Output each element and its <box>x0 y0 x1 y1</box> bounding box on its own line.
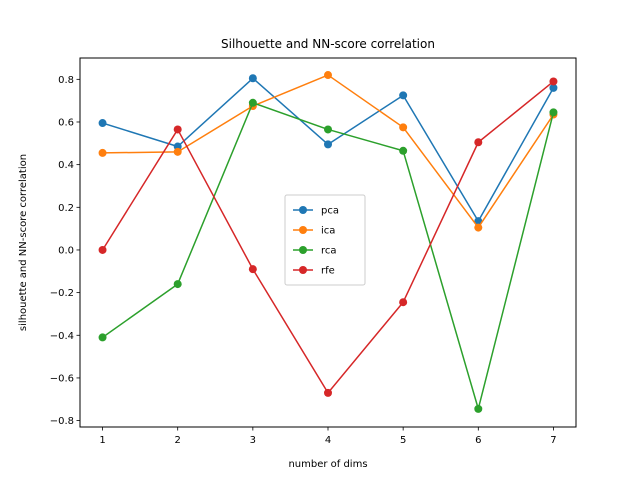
data-point-pca <box>549 83 558 92</box>
data-point-pca <box>324 140 332 149</box>
y-tick-label: 0.0 <box>58 245 74 256</box>
x-tick-label: 7 <box>550 435 556 446</box>
series-pca <box>98 74 558 226</box>
legend: pca ica rca rfe <box>284 194 366 286</box>
data-point-rca <box>549 108 558 117</box>
data-point-pca <box>98 119 107 128</box>
x-tick-label: 3 <box>250 435 256 446</box>
y-tick-label: −0.6 <box>50 373 74 384</box>
x-tick-label: 2 <box>175 435 181 446</box>
y-tick-label: 0.2 <box>58 203 74 214</box>
y-tick-label: −0.4 <box>50 331 74 342</box>
legend-item-rca: rca <box>293 246 337 257</box>
y-tick-label: −0.8 <box>50 416 74 427</box>
data-point-rca <box>474 404 483 413</box>
y-tick-label: 0.8 <box>58 75 74 86</box>
y-tick-label: 0.6 <box>58 117 74 128</box>
x-axis-ticks: 1 2 3 4 5 6 7 <box>99 427 557 446</box>
y-axis-ticks: −0.8 −0.6 −0.4 −0.2 0.0 0.2 0.4 0.6 0.8 <box>50 75 80 427</box>
y-tick-label: 0.4 <box>58 160 74 171</box>
legend-box <box>284 194 366 286</box>
data-point-rfe <box>173 125 182 134</box>
legend-marker-rca <box>299 246 307 254</box>
series-layer <box>98 71 558 413</box>
x-tick-label: 4 <box>325 435 331 446</box>
legend-label-pca: pca <box>321 206 339 217</box>
x-axis-label: number of dims <box>288 459 367 470</box>
y-tick-label: −0.2 <box>50 288 74 299</box>
legend-item-pca: pca <box>293 206 339 217</box>
legend-item-rfe: rfe <box>293 266 335 277</box>
legend-item-ica: ica <box>293 226 335 237</box>
data-point-ica <box>98 148 107 157</box>
legend-marker-ica <box>299 226 307 234</box>
data-point-rfe <box>474 138 483 147</box>
data-point-ica <box>324 71 332 80</box>
data-point-rfe <box>399 298 408 307</box>
x-tick-label: 5 <box>400 435 406 446</box>
legend-marker-rfe <box>299 266 307 274</box>
data-point-rfe <box>98 245 107 254</box>
x-tick-label: 6 <box>475 435 481 446</box>
data-point-rca <box>248 98 257 107</box>
data-point-ica <box>474 223 483 232</box>
data-point-ica <box>173 147 182 156</box>
data-point-rca <box>173 280 182 289</box>
data-point-pca <box>399 91 408 100</box>
data-point-rfe <box>324 388 332 397</box>
x-tick-label: 1 <box>99 435 105 446</box>
data-point-ica <box>399 123 408 132</box>
series-ica <box>98 71 558 232</box>
legend-label-rfe: rfe <box>321 266 335 277</box>
y-axis-label: silhouette and NN-score correlation <box>18 154 29 331</box>
legend-marker-pca <box>299 206 307 214</box>
data-point-rfe <box>549 77 558 86</box>
data-point-rca <box>98 333 107 342</box>
chart-title: Silhouette and NN-score correlation <box>221 37 435 51</box>
legend-label-ica: ica <box>321 226 335 237</box>
legend-label-rca: rca <box>321 246 337 257</box>
data-point-rca <box>324 125 332 134</box>
series-rca <box>98 98 558 413</box>
data-point-pca <box>248 74 257 83</box>
data-point-pca <box>474 217 483 226</box>
data-point-rfe <box>248 265 257 274</box>
data-point-rca <box>399 146 408 155</box>
series-rfe <box>98 77 558 397</box>
